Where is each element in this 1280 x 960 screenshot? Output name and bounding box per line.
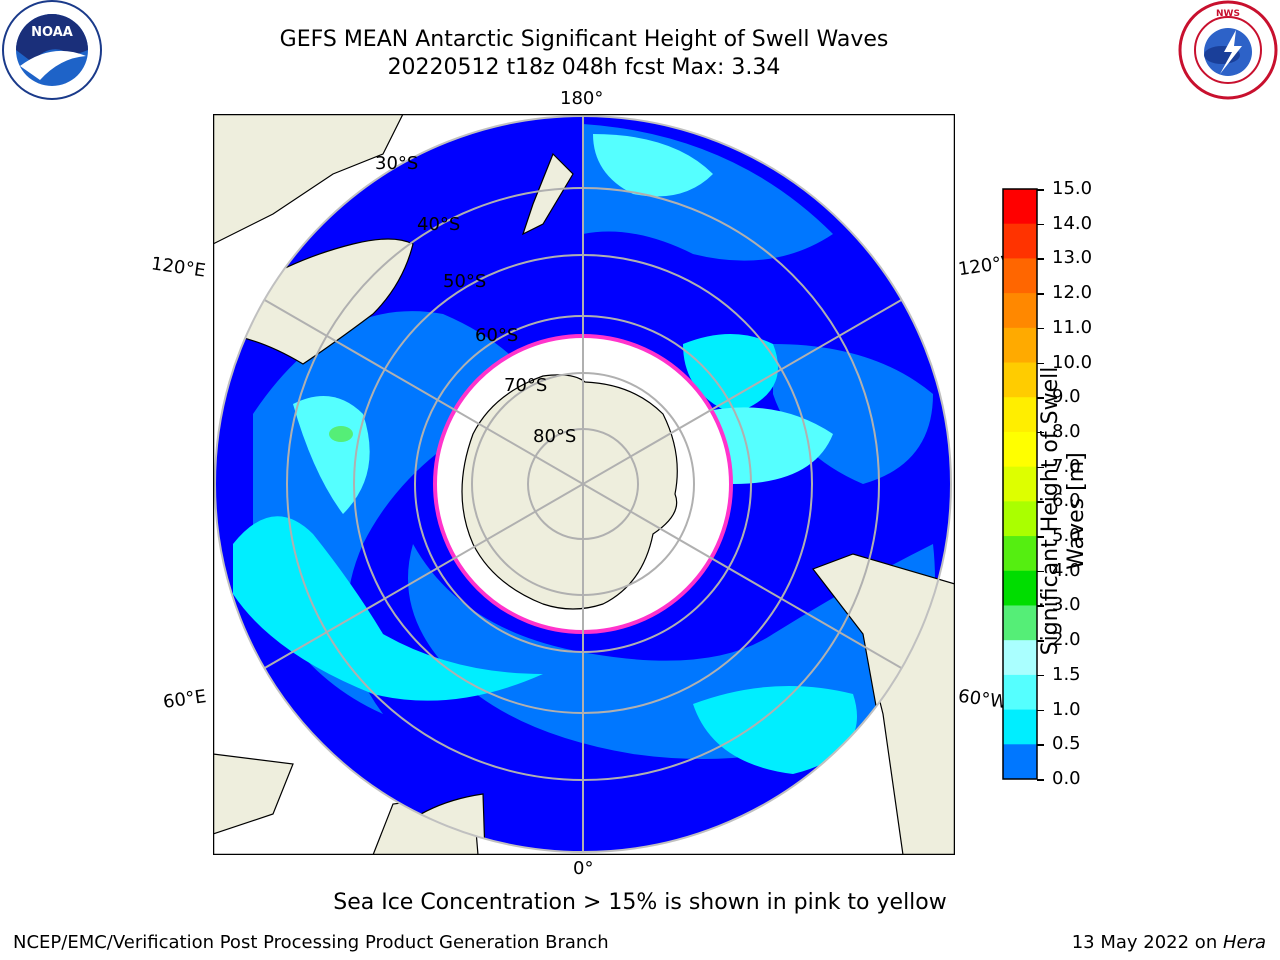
land-australia (215, 238, 414, 365)
colorbar-tick-mark (1037, 674, 1044, 677)
lat-label-50: 50°S (443, 271, 486, 292)
colorbar-swatch (1003, 744, 1037, 780)
colorbar-tick-label: 0.0 (1052, 768, 1081, 789)
colorbar-tick-mark (1037, 570, 1044, 573)
land-new-zealand (521, 152, 574, 236)
chart-subtitle: 20220512 t18z 048h fcst Max: 3.34 (387, 55, 781, 80)
colorbar-tick-mark (1037, 362, 1044, 365)
colorbar-swatch (1003, 397, 1037, 433)
swell-band-1-1.5 (233, 516, 543, 701)
colorbar-tick-mark (1037, 189, 1044, 191)
lat-label-70: 70°S (504, 375, 547, 396)
colorbar-tick-label: 4.0 (1052, 559, 1081, 581)
svg-text:NOAA: NOAA (31, 25, 73, 40)
colorbar-tick-label: 14.0 (1052, 212, 1093, 234)
colorbar-swatch (1003, 570, 1037, 606)
colorbar-swatch (1003, 258, 1037, 294)
colorbar-tick-mark (1037, 327, 1044, 330)
land-bottom-left (213, 753, 294, 835)
colorbar-tick-label: 3.0 (1052, 594, 1081, 616)
colorbar-tick-mark (1037, 223, 1044, 226)
colorbar-tick-mark (1037, 293, 1044, 295)
colorbar-tick-label: 1.5 (1052, 663, 1081, 685)
colorbar-swatch (1003, 431, 1037, 468)
land-top-left (213, 114, 404, 245)
colorbar-tick-mark (1037, 258, 1044, 260)
colorbar-tick-label: 6.0 (1052, 490, 1081, 512)
colorbar-tick-label: 9.0 (1052, 386, 1081, 408)
colorbar-tick-mark (1037, 779, 1044, 781)
svg-text:NWS: NWS (1216, 9, 1240, 19)
colorbar-title-text: Significant Height of Swell Waves [m] (1038, 366, 1089, 656)
colorbar-tick-label: 5.0 (1052, 525, 1081, 547)
colorbar-title: Significant Height of Swell Waves [m] (1038, 361, 1090, 661)
lat-label-60: 60°S (475, 325, 518, 346)
lat-label-80: 80°S (533, 426, 576, 447)
swell-band-1-1.5 (683, 334, 778, 414)
swell-band-1.5-2 (293, 396, 370, 514)
colorbar-swatch (1003, 466, 1037, 502)
colorbar-tick-mark (1037, 397, 1044, 399)
lon-label-180: 180° (560, 88, 604, 109)
colorbar-tick-mark (1037, 605, 1044, 607)
lat-label-40: 40°S (417, 214, 460, 235)
colorbar-tick-label: 0.5 (1052, 733, 1081, 755)
colorbar-tick-mark (1037, 501, 1044, 503)
colorbar-swatch (1003, 293, 1037, 329)
sea-ice-caption: Sea Ice Concentration > 15% is shown in … (333, 890, 947, 915)
colorbar-tick-label: 8.0 (1052, 420, 1081, 442)
colorbar-tick-mark (1037, 466, 1044, 469)
noaa-logo: NOAA (2, 0, 102, 100)
colorbar-tick-mark (1037, 709, 1044, 712)
date-label: 13 May 2022 on (1071, 932, 1223, 953)
colorbar-tick-label: 1.0 (1052, 698, 1081, 720)
graticule (215, 116, 951, 852)
colorbar-swatch (1003, 605, 1037, 641)
colorbar-tick-label: 15.0 (1052, 178, 1093, 199)
colorbar-tick-label: 11.0 (1052, 316, 1093, 338)
colorbar-tick-mark (1037, 744, 1044, 746)
lon-label-60e: 60°E (161, 686, 208, 713)
colorbar-tick-label: 10.0 (1052, 351, 1093, 373)
colorbar-swatch (1003, 674, 1037, 711)
colorbar-swatch (1003, 189, 1037, 225)
colorbar-tick-mark (1037, 431, 1044, 434)
nws-logo: NWS (1178, 0, 1278, 100)
map-boundary (214, 115, 952, 853)
colorbar (1002, 188, 1038, 780)
polar-map: 30°S 40°S 50°S 60°S 70°S 80°S (213, 114, 955, 855)
swell-band-3-4 (329, 426, 353, 442)
lat-label-30: 30°S (375, 153, 418, 174)
colorbar-swatch (1003, 709, 1037, 745)
lon-label-120e: 120°E (149, 253, 207, 282)
colorbar-swatch (1003, 536, 1037, 572)
colorbar-swatch (1003, 223, 1037, 259)
credit-text: NCEP/EMC/Verification Post Processing Pr… (13, 932, 609, 953)
chart-title: GEFS MEAN Antarctic Significant Height o… (279, 27, 889, 52)
colorbar-tick-label: 7.0 (1052, 455, 1081, 477)
date-text: 13 May 2022 on Hera (1072, 932, 1266, 953)
colorbar-swatch (1003, 327, 1037, 364)
colorbar-swatch (1003, 362, 1037, 398)
machine-name: Hera (1222, 932, 1266, 953)
swell-band-1-1.5 (693, 686, 857, 774)
colorbar-swatch (1003, 640, 1037, 676)
colorbar-tick-mark (1037, 536, 1044, 538)
lon-label-0: 0° (573, 858, 594, 879)
colorbar-tick-mark (1037, 640, 1044, 642)
colorbar-swatch (1003, 501, 1037, 537)
colorbar-tick-label: 2.0 (1052, 629, 1081, 651)
swell-band-1.5-2 (593, 134, 713, 197)
colorbar-tick-label: 12.0 (1052, 282, 1093, 304)
map-frame (213, 114, 955, 855)
colorbar-tick-label: 13.0 (1052, 247, 1093, 269)
